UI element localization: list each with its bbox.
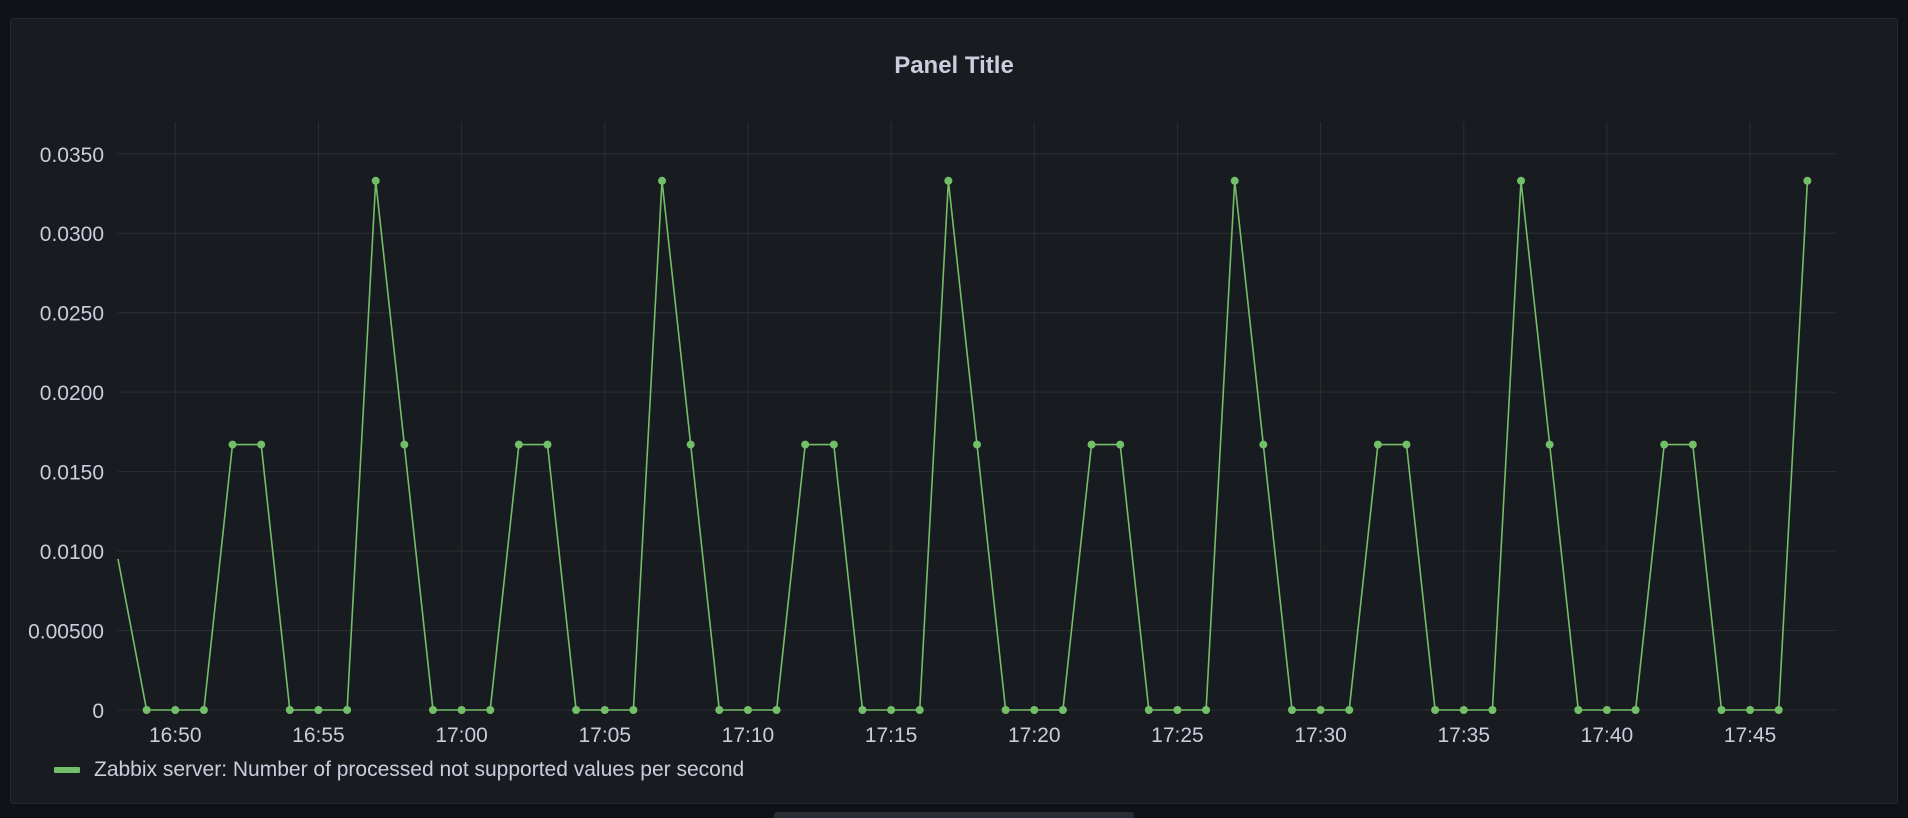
data-point [343,706,352,714]
data-point [1431,706,1440,714]
data-point [486,706,495,714]
data-point [228,440,237,449]
data-point [142,706,151,714]
data-point [1001,706,1010,714]
data-point [629,706,638,714]
data-point [1030,706,1039,714]
data-point [285,706,294,714]
x-tick-label: 17:45 [1724,724,1777,747]
data-point [457,706,466,714]
x-tick-label: 17:20 [1008,724,1061,747]
data-point [1144,706,1153,714]
data-point [743,706,752,714]
data-point [1746,706,1755,714]
data-point [199,706,208,714]
y-tick-label: 0.0300 [40,223,104,246]
data-point [1602,706,1611,714]
x-tick-label: 17:00 [435,724,488,747]
data-point [1545,440,1554,449]
panel-title[interactable]: Panel Title [894,52,1014,79]
data-point [428,706,437,714]
data-point [1116,440,1125,449]
y-tick-label: 0.0250 [40,303,104,326]
legend-color-swatch [54,767,80,773]
x-tick-label: 16:50 [149,724,202,747]
data-point [1631,706,1640,714]
data-point [1316,706,1325,714]
data-point [1517,176,1526,185]
data-point [858,706,867,714]
series-zabbix-not-supported [117,176,1812,714]
data-point [1402,440,1411,449]
y-axis: 0 0.00500 0.0100 0.0150 0.0200 0.0250 0.0300 0.… [28,144,104,723]
data-point [1373,440,1382,449]
data-point [887,706,896,714]
data-point [1488,706,1497,714]
x-tick-label: 17:25 [1151,724,1204,747]
data-point [1345,706,1354,714]
data-point [801,440,810,449]
data-point [257,440,266,449]
data-point [1803,176,1812,185]
y-tick-label: 0.0150 [40,462,104,485]
data-point [1230,176,1239,185]
data-point [171,706,180,714]
data-point [944,176,953,185]
y-tick-label: 0 [92,700,104,723]
data-point [772,706,781,714]
x-axis: 16:50 16:55 17:00 17:05 17:10 17:15 17:20 17:25… [149,724,1776,747]
data-point [1202,706,1211,714]
data-point [371,176,380,185]
y-tick-label: 0.0350 [40,144,104,167]
data-point [973,440,981,449]
x-tick-label: 17:30 [1294,724,1347,747]
data-point [400,440,409,449]
data-point [1087,440,1096,449]
data-point [314,706,323,714]
grid-lines [118,122,1836,711]
data-point [915,706,924,714]
data-point [514,440,523,449]
x-tick-label: 17:15 [865,724,918,747]
data-point [1173,706,1182,714]
data-point [1058,706,1067,714]
data-point [1287,706,1296,714]
data-point [1259,440,1268,449]
data-point [1574,706,1583,714]
data-point [686,440,695,449]
y-tick-label: 0.0100 [40,541,104,564]
x-tick-label: 17:05 [578,724,631,747]
data-point [658,176,667,185]
graph-panel: Panel Title [10,18,1898,804]
legend[interactable]: Zabbix server: Number of processed not s… [54,756,744,784]
data-point [543,440,552,449]
data-point [715,706,724,714]
x-tick-label: 17:40 [1581,724,1634,747]
data-point [572,706,581,714]
legend-label[interactable]: Zabbix server: Number of processed not s… [94,758,745,781]
data-point [1717,706,1726,714]
y-tick-label: 0.0200 [40,382,104,405]
data-point [1774,706,1783,714]
data-point [1660,440,1669,449]
data-point [1688,440,1697,449]
data-point [1459,706,1468,714]
x-tick-label: 17:10 [722,724,775,747]
y-tick-label: 0.00500 [28,621,104,644]
series-line [117,180,1809,711]
data-point [829,440,838,449]
panel-resize-handle[interactable] [774,812,1134,818]
data-point [600,706,609,714]
x-tick-label: 16:55 [292,724,345,747]
x-tick-label: 17:35 [1437,724,1490,747]
